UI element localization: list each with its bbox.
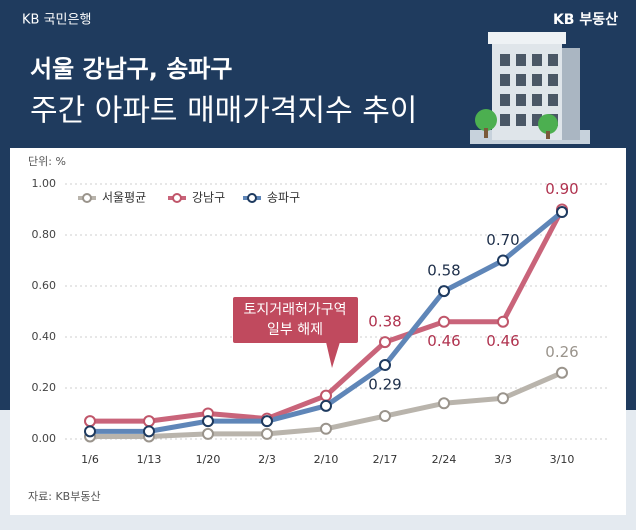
x-tick-label: 2/17 — [373, 453, 398, 466]
data-point — [261, 427, 273, 440]
unit-label: 단위: % — [28, 155, 66, 168]
x-tick-label: 2/3 — [258, 453, 276, 466]
data-label: 0.38 — [368, 313, 401, 331]
annotation-pointer — [326, 342, 340, 368]
data-point — [379, 336, 391, 349]
data-point — [320, 422, 332, 435]
data-point — [320, 389, 332, 402]
legend-label: 서울평균 — [102, 191, 146, 205]
data-label: 0.90 — [545, 180, 578, 198]
y-tick-label: 0.20 — [32, 381, 57, 394]
data-point — [497, 392, 509, 405]
x-tick-label: 1/13 — [137, 453, 162, 466]
legend-label: 강남구 — [192, 191, 225, 205]
data-point — [202, 427, 214, 440]
data-point — [556, 206, 568, 219]
y-tick-label: 1.00 — [32, 177, 57, 190]
data-point — [438, 315, 450, 328]
legend-label: 송파구 — [267, 191, 300, 205]
x-tick-label: 3/3 — [494, 453, 512, 466]
x-tick-label: 2/24 — [432, 453, 457, 466]
legend-marker — [172, 193, 182, 203]
annotation-text: 일부 해제 — [267, 322, 323, 338]
data-point — [84, 415, 96, 428]
x-tick-label: 1/20 — [196, 453, 221, 466]
title: 서울 강남구, 송파구 — [30, 55, 232, 83]
legend-marker — [247, 193, 257, 203]
annotation-text: 토지거래허가구역 — [243, 302, 346, 318]
y-tick-label: 0.00 — [32, 432, 57, 445]
data-label: 0.26 — [545, 343, 578, 361]
data-label: 0.46 — [427, 332, 460, 350]
data-point — [497, 254, 509, 267]
x-tick-label: 3/10 — [550, 453, 575, 466]
data-point — [379, 410, 391, 423]
legend-marker — [82, 193, 92, 203]
building-illustration — [470, 32, 590, 144]
y-tick-label: 0.80 — [32, 228, 57, 241]
data-point — [379, 359, 391, 372]
bank-logo: KB 국민은행 — [22, 12, 91, 28]
x-tick-label: 2/10 — [314, 453, 339, 466]
source: 자료: KB부동산 — [28, 490, 101, 503]
data-point — [143, 415, 155, 428]
data-point — [143, 425, 155, 438]
y-tick-label: 0.60 — [32, 279, 57, 292]
data-point — [438, 397, 450, 410]
data-point — [556, 366, 568, 379]
data-point — [320, 399, 332, 412]
brand-logo: KB 부동산 — [553, 11, 618, 28]
data-label: 0.58 — [427, 262, 460, 280]
data-label: 0.29 — [368, 376, 401, 394]
x-tick-label: 1/6 — [81, 453, 99, 466]
data-label: 0.46 — [486, 332, 519, 350]
subtitle: 주간 아파트 매매가격지수 추이 — [30, 94, 417, 129]
data-point — [497, 315, 509, 328]
data-point — [84, 425, 96, 438]
y-tick-label: 0.40 — [32, 330, 57, 343]
data-point — [202, 415, 214, 428]
data-point — [261, 415, 273, 428]
data-label: 0.70 — [486, 231, 519, 249]
data-point — [438, 285, 450, 298]
annotation-box — [233, 297, 358, 343]
